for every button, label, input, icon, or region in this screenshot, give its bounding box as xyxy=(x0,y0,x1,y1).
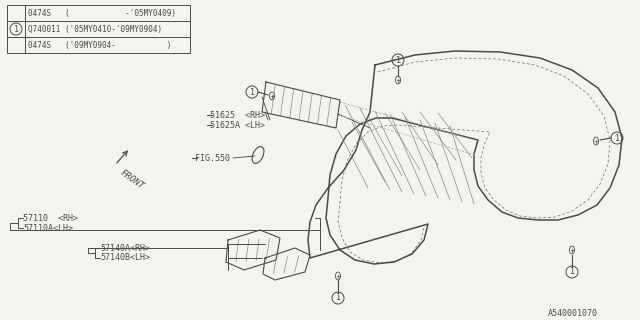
Text: 1: 1 xyxy=(614,133,620,142)
Text: 57110  <RH>: 57110 <RH> xyxy=(23,213,78,222)
Bar xyxy=(7,5,190,53)
Text: 1: 1 xyxy=(13,25,19,34)
Text: Q740011 ('05MY0410-'09MY0904): Q740011 ('05MY0410-'09MY0904) xyxy=(28,25,162,34)
Text: A540001070: A540001070 xyxy=(548,309,598,318)
Text: 51625A <LH>: 51625A <LH> xyxy=(210,121,265,130)
Text: 0474S   (            -'05MY0409): 0474S ( -'05MY0409) xyxy=(28,9,176,18)
Text: 57140A<RH>: 57140A<RH> xyxy=(100,244,150,252)
Text: 0474S   ('09MY0904-           ): 0474S ('09MY0904- ) xyxy=(28,41,172,50)
Text: 1: 1 xyxy=(396,55,401,65)
Text: 1: 1 xyxy=(335,293,340,302)
Text: FIG.550: FIG.550 xyxy=(195,154,230,163)
Text: 57110A<LH>: 57110A<LH> xyxy=(23,223,73,233)
Text: 1: 1 xyxy=(250,87,255,97)
Text: 57140B<LH>: 57140B<LH> xyxy=(100,253,150,262)
Text: 1: 1 xyxy=(570,268,575,276)
Text: 51625  <RH>: 51625 <RH> xyxy=(210,110,265,119)
Text: FRONT: FRONT xyxy=(118,168,145,191)
